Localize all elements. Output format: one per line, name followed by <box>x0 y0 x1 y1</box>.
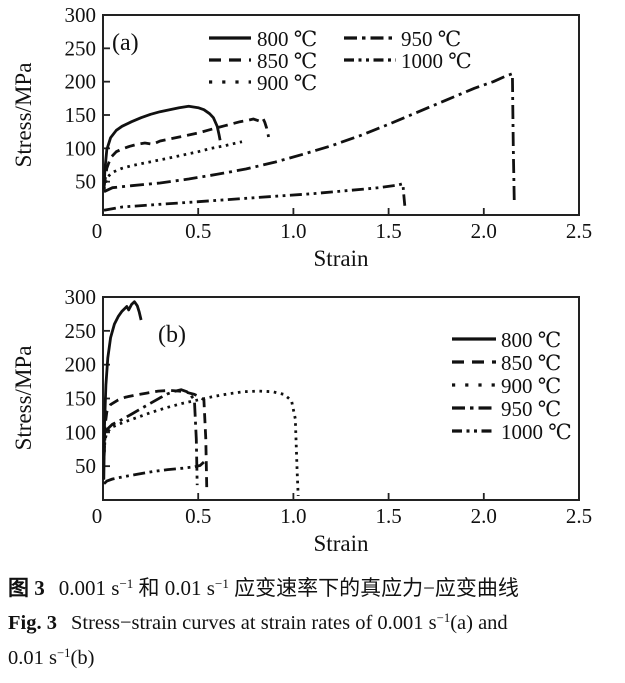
panel-label-a: (a) <box>112 30 139 56</box>
x-tick-label: 2.0 <box>471 219 497 243</box>
caption-superscript: −1 <box>214 576 229 592</box>
curve-a-1000C <box>103 182 407 212</box>
x-tick-label: 1.5 <box>375 219 401 243</box>
caption-text: 0.01 s <box>8 647 57 669</box>
legend-label: 950 ℃ <box>501 397 561 421</box>
stress-strain-charts: 0 0.5 1.0 1.5 2.0 2.5 50 100 150 200 250 300 Strain S… <box>11 3 592 556</box>
y-tick-label: 250 <box>65 36 97 60</box>
legend-label: 800 ℃ <box>501 328 561 352</box>
x-axis-title: Strain <box>314 531 369 556</box>
x-tick-label: 2.5 <box>566 219 592 243</box>
caption-text: (a) and <box>450 612 508 634</box>
caption-text: 和 0.01 s <box>133 576 215 600</box>
y-axis-title: Stress/MPa <box>11 346 36 451</box>
figure-caption: 图 3 0.001 s−1 和 0.01 s−1 应变速率下的真应力−应变曲线 F… <box>8 572 620 677</box>
x-tick-label: 0.5 <box>185 219 211 243</box>
panel-label-b: (b) <box>158 322 186 348</box>
panel-b: 0 0.5 1.0 1.5 2.0 2.5 50 100 150 200 250 300 Strain S… <box>11 285 592 556</box>
y-tick-label: 200 <box>65 70 97 94</box>
y-tick-label: 50 <box>75 170 96 194</box>
curve-a-800C <box>102 104 222 190</box>
x-tick-label: 0 <box>92 504 103 528</box>
caption-superscript: −1 <box>56 646 71 661</box>
y-tick-label: 100 <box>65 136 97 160</box>
legend-label: 850 ℃ <box>501 351 561 375</box>
y-tick-label: 250 <box>65 319 97 343</box>
legend-label: 900 ℃ <box>501 374 561 398</box>
legend-label: 800 ℃ <box>257 27 317 51</box>
y-axis-title: Stress/MPa <box>11 63 36 168</box>
x-tick-label: 1.5 <box>375 504 401 528</box>
caption-superscript: −1 <box>436 611 451 626</box>
y-tick-label: 150 <box>65 103 97 127</box>
y-tick-label: 150 <box>65 387 97 411</box>
x-tick-label: 2.5 <box>566 504 592 528</box>
y-tick-label: 300 <box>65 3 97 27</box>
y-tick-label: 200 <box>65 353 97 377</box>
curve-a-900C <box>102 140 243 191</box>
curve-a-950C <box>103 72 516 204</box>
x-tick-label: 1.0 <box>280 504 306 528</box>
caption-prefix: 图 3 <box>8 576 45 600</box>
curve-b-850C <box>102 388 209 491</box>
curve-b-800C <box>102 300 143 480</box>
plot-border-a <box>102 14 580 216</box>
x-axis-title: Strain <box>314 246 369 271</box>
x-tick-label: 0.5 <box>185 504 211 528</box>
caption-text: Stress−strain curves at strain rates of … <box>70 612 437 634</box>
panel-a: 0 0.5 1.0 1.5 2.0 2.5 50 100 150 200 250 300 Strain S… <box>11 3 592 271</box>
x-tick-label: 1.0 <box>280 219 306 243</box>
legend-label: 1000 ℃ <box>401 49 472 73</box>
caption-line-zh: 图 3 0.001 s−1 和 0.01 s−1 应变速率下的真应力−应变曲线 <box>8 572 620 607</box>
legend-label: 950 ℃ <box>401 27 461 51</box>
x-tick-label: 2.0 <box>471 504 497 528</box>
x-tick-label: 0 <box>92 219 103 243</box>
y-tick-label: 50 <box>75 454 96 478</box>
caption-prefix: Fig. 3 <box>8 612 57 634</box>
curve-b-1000C <box>103 461 205 485</box>
caption-line-en-1: Fig. 3 Stress−strain curves at strain rat… <box>8 607 620 642</box>
caption-text: 0.001 s <box>58 576 120 600</box>
caption-text: 应变速率下的真应力−应变曲线 <box>228 576 519 600</box>
curve-a-850C <box>102 116 270 188</box>
y-tick-label: 300 <box>65 285 97 309</box>
caption-line-en-2: 0.01 s−1(b) <box>8 642 620 677</box>
caption-superscript: −1 <box>119 576 134 592</box>
legend-label: 900 ℃ <box>257 71 317 95</box>
legend-label: 1000 ℃ <box>501 420 572 444</box>
legend-label: 850 ℃ <box>257 49 317 73</box>
curve-b-900C <box>102 389 300 496</box>
y-tick-label: 100 <box>65 420 97 444</box>
caption-text: (b) <box>70 647 95 669</box>
curve-b-950C <box>102 388 199 486</box>
